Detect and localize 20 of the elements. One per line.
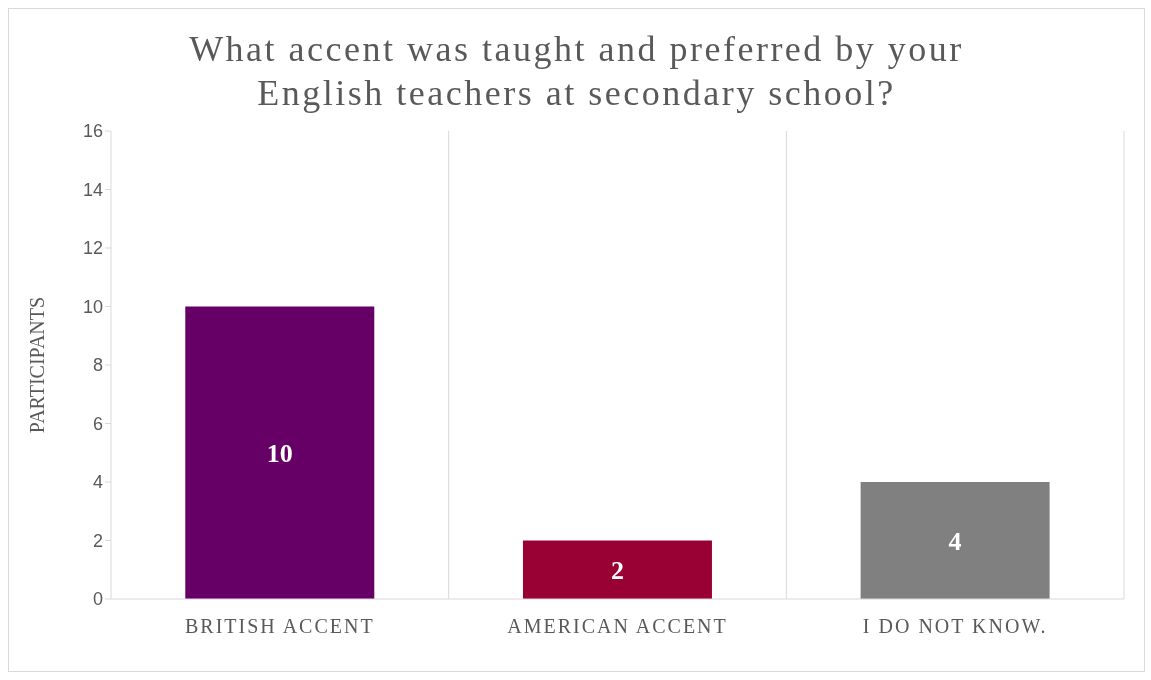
x-tick-label: AMERICAN ACCENT <box>507 615 728 638</box>
y-tick-label: 12 <box>82 238 103 259</box>
y-tick-label: 0 <box>92 589 103 610</box>
bar <box>860 482 1050 599</box>
y-axis-title: PARTICIPANTS <box>26 296 49 434</box>
data-label: 10 <box>266 438 293 468</box>
data-label: 2 <box>610 555 624 585</box>
y-tick-label: 10 <box>82 296 103 317</box>
bar <box>185 306 375 599</box>
chart-title: What accent was taught and preferred by your English teachers at secondary school? <box>188 28 965 115</box>
bar <box>522 540 712 599</box>
y-tick-label: 6 <box>92 413 103 434</box>
y-tick-label: 16 <box>82 121 103 142</box>
y-tick-label: 2 <box>92 530 103 551</box>
y-tick-label: 4 <box>92 472 103 493</box>
y-tick-label: 14 <box>82 179 103 200</box>
x-tick-label: BRITISH ACCENT <box>184 615 375 638</box>
y-tick-label: 8 <box>92 355 103 376</box>
x-tick-label: I DO NOT KNOW. <box>862 615 1048 638</box>
data-label: 4 <box>948 526 962 556</box>
